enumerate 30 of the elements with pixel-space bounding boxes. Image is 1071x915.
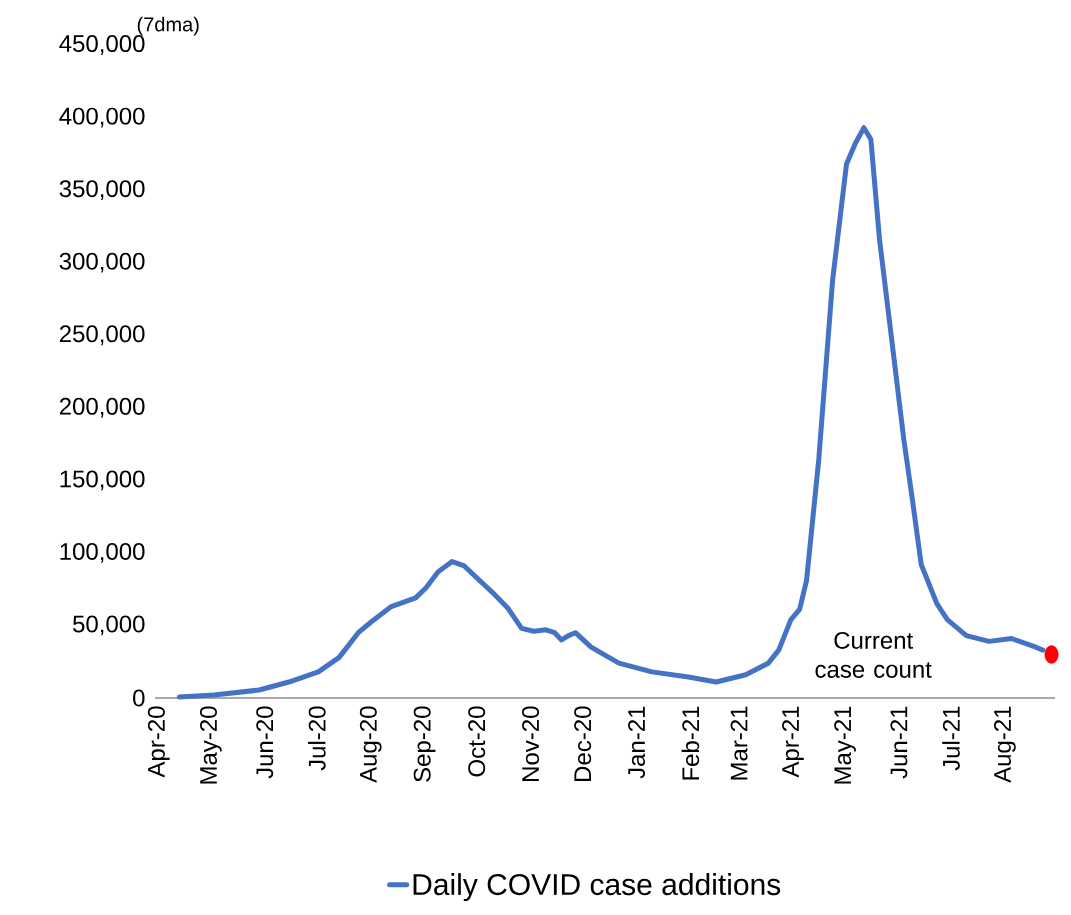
y-tick-label: 100,000 <box>60 542 145 563</box>
y-tick-label: 300,000 <box>59 252 145 273</box>
x-tick-label: Apr-20 <box>147 706 170 778</box>
y-tick-label: 450,000 <box>59 35 145 55</box>
x-tick-label: Aug-21 <box>994 706 1016 783</box>
y-tick-label: 250,000 <box>59 325 145 346</box>
x-tick-label: Jun-21 <box>890 706 908 779</box>
x-tick-label: Jul-21 <box>942 706 960 771</box>
x-tick-label: May-20 <box>200 706 222 784</box>
x-tick-label: Dec-20 <box>574 706 592 781</box>
legend-label: Daily COVID case additions <box>413 873 781 902</box>
x-tick-label: Aug-20 <box>359 706 382 783</box>
y-tick-label: 0 <box>133 689 145 707</box>
x-tick-label: May-21 <box>834 706 856 784</box>
x-tick-label: Feb-21 <box>681 706 700 780</box>
x-tick-label: Jun-20 <box>256 706 274 779</box>
y-tick-label: 150,000 <box>60 470 145 491</box>
x-tick-label: Apr-21 <box>782 706 804 778</box>
y-tick-label: 200,000 <box>59 397 145 418</box>
x-tick-label: Jan-21 <box>628 706 646 779</box>
x-tick-label: Nov-20 <box>522 706 540 781</box>
y-tick-label: 400,000 <box>59 107 145 128</box>
x-tick-label: Sep-20 <box>413 706 436 782</box>
y-tick-label: 50,000 <box>73 615 145 636</box>
y-tick-label: 350,000 <box>59 180 145 201</box>
x-tick-label: Jul-20 <box>308 706 326 771</box>
annotation: Current case count <box>815 631 932 678</box>
text: (7dma) <box>137 16 199 36</box>
x-tick-label: Mar-21 <box>730 706 748 780</box>
x-tick-label: Oct-20 <box>468 706 486 777</box>
